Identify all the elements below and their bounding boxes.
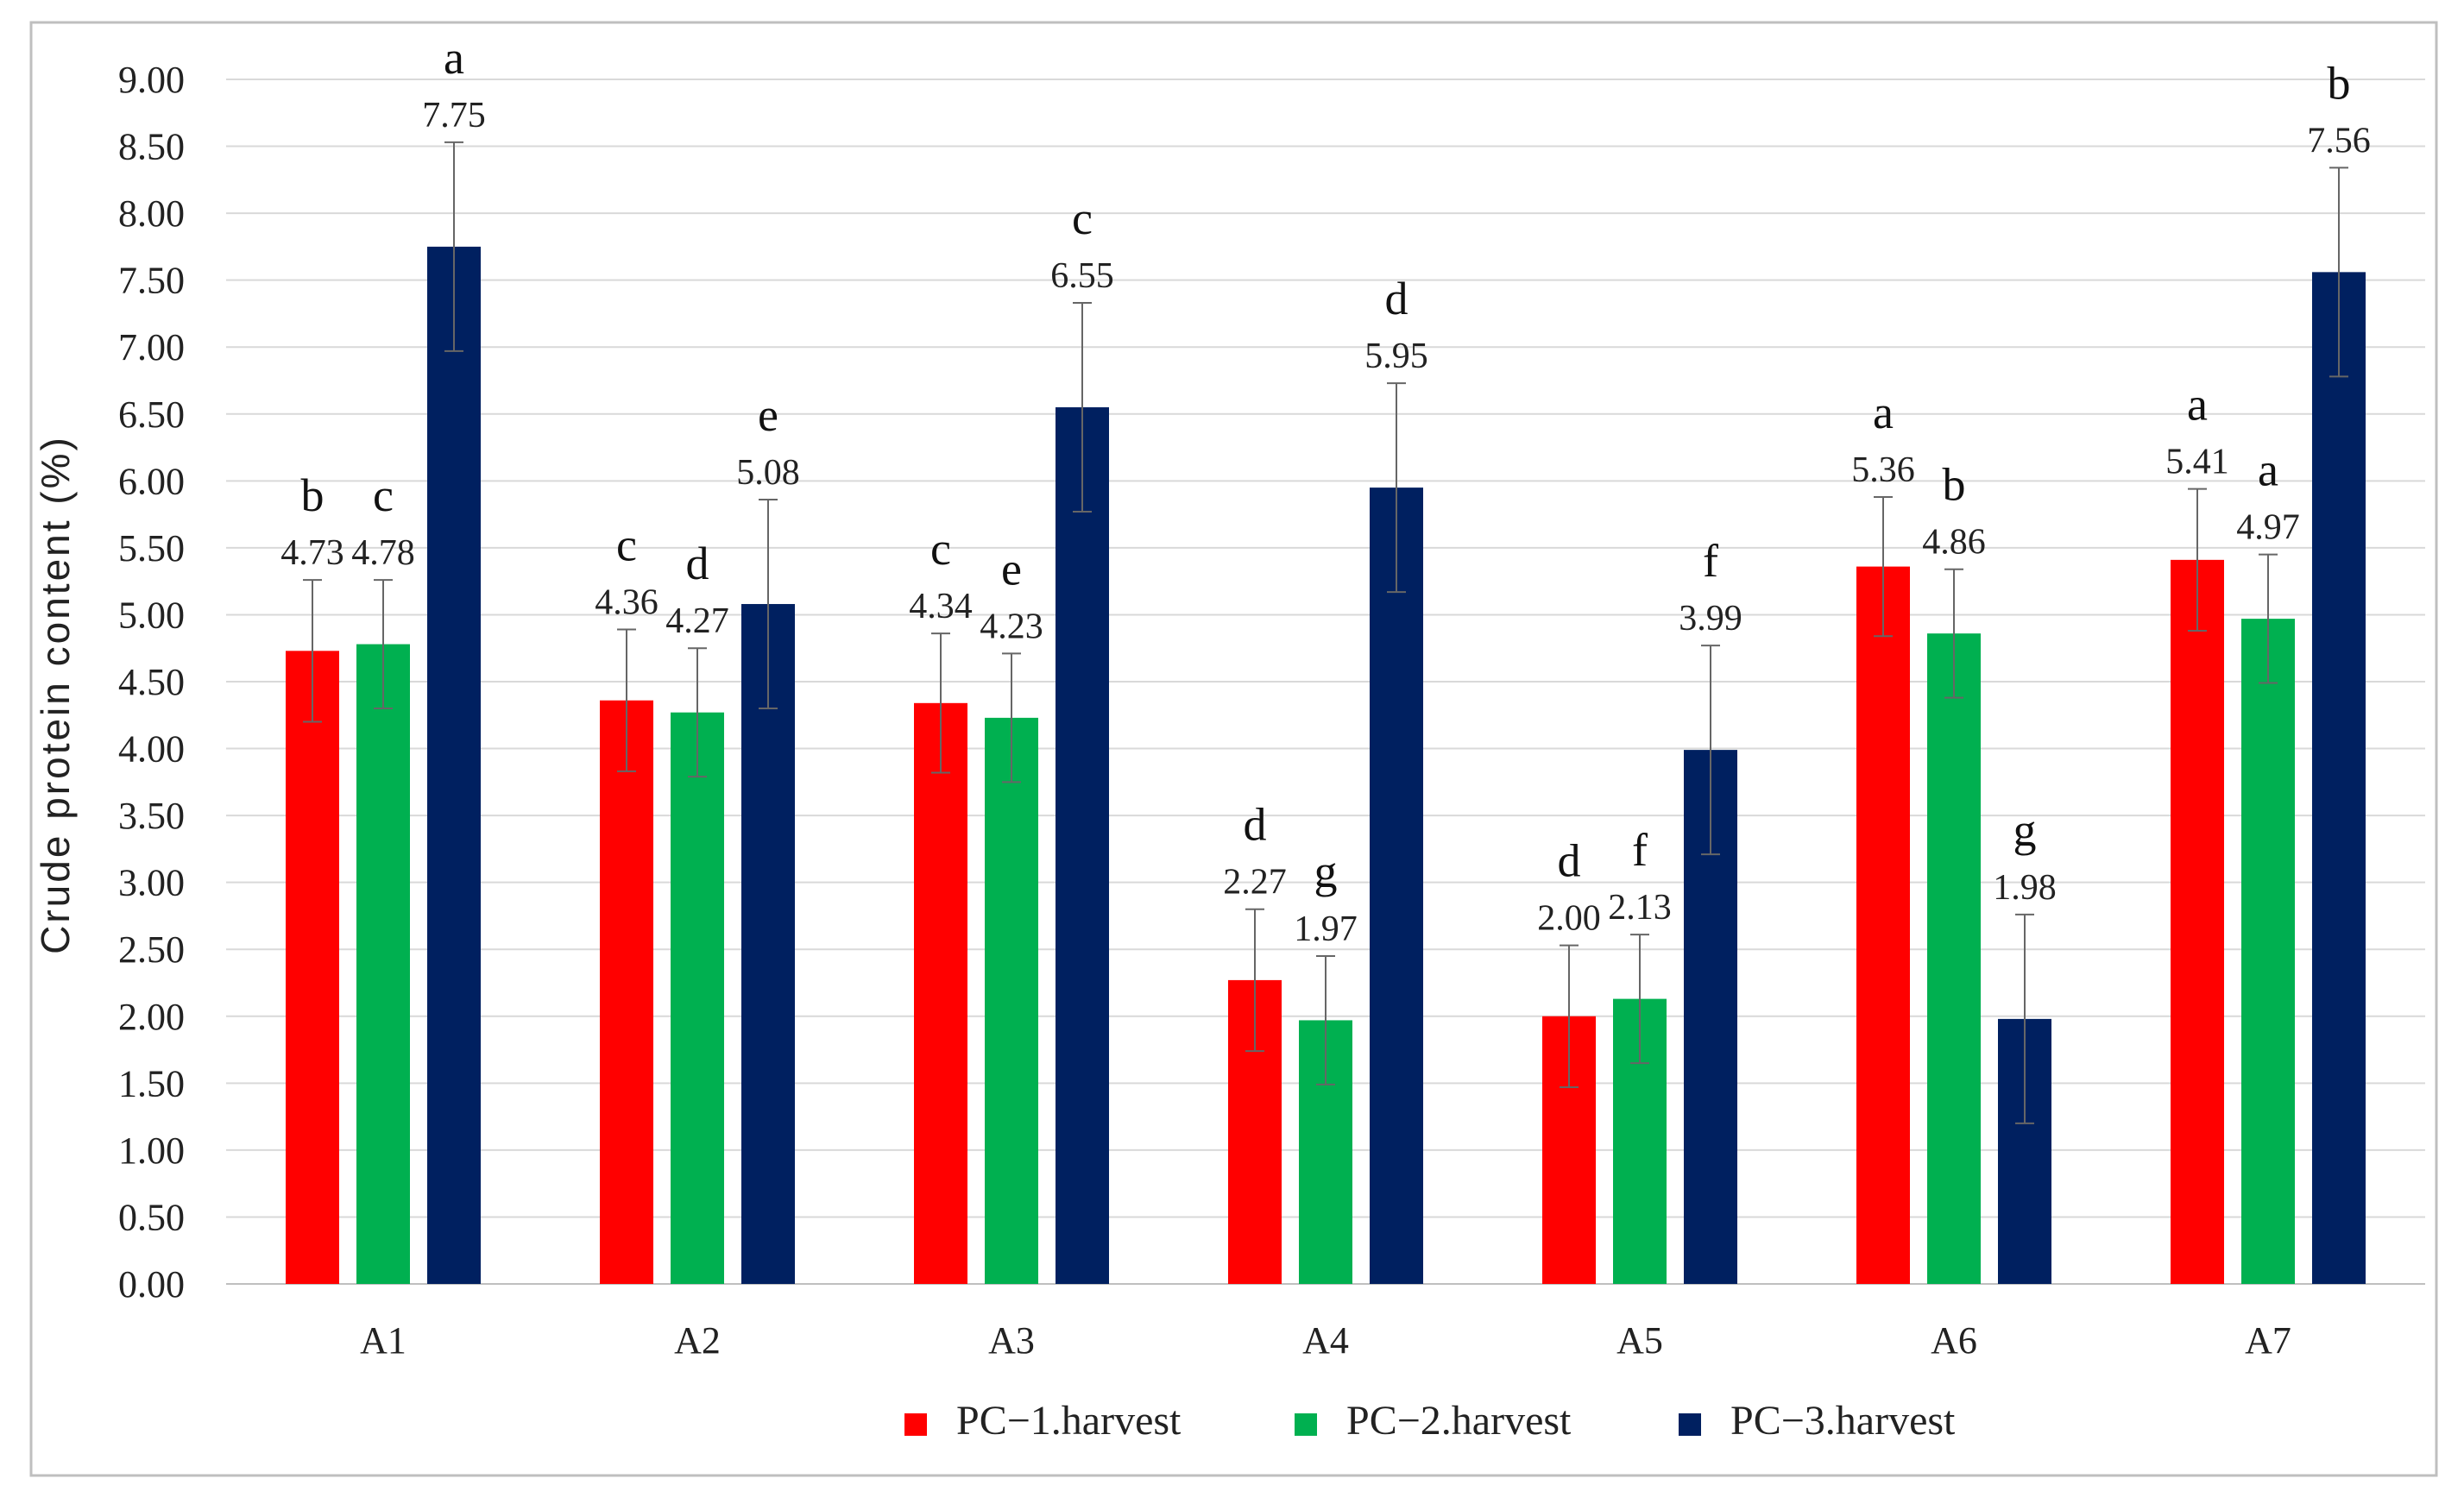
gridlines [226, 79, 2425, 1285]
bar [671, 712, 724, 1284]
y-tick-label: 4.50 [118, 661, 185, 703]
x-tick-label: A7 [2245, 1319, 2291, 1362]
y-tick-label: 8.00 [118, 192, 185, 235]
y-axis-label: Crude protein content (%) [33, 435, 78, 954]
y-tick-label: 0.00 [118, 1263, 185, 1306]
legend-swatch [1295, 1413, 1317, 1436]
significance-letter: d [1385, 273, 1408, 324]
significance-letter: b [301, 469, 325, 521]
y-tick-label: 6.50 [118, 393, 185, 436]
y-tick-label: 2.50 [118, 928, 185, 971]
y-tick-label: 0.50 [118, 1196, 185, 1238]
data-label: 5.95 [1364, 337, 1428, 376]
bar [286, 651, 339, 1284]
y-tick-label: 3.50 [118, 795, 185, 837]
x-tick-label: A1 [360, 1319, 406, 1362]
significance-letter: f [1632, 824, 1648, 876]
y-tick-label: 7.50 [118, 260, 185, 302]
significance-letter: d [686, 538, 709, 589]
y-tick-label: 3.00 [118, 862, 185, 904]
y-tick-label: 1.00 [118, 1129, 185, 1172]
data-label: 4.36 [595, 583, 659, 623]
bar [1927, 633, 1981, 1284]
data-label: 4.97 [2236, 508, 2300, 548]
significance-letter: d [1558, 835, 1581, 887]
significance-letter: a [444, 32, 464, 84]
data-label: 4.73 [280, 533, 344, 573]
significance-letter: c [616, 519, 637, 571]
y-tick-label: 7.00 [118, 326, 185, 368]
significance-letter: b [2328, 57, 2351, 109]
significance-letter: b [1943, 459, 1966, 511]
x-tick-label: A6 [1931, 1319, 1977, 1362]
data-label: 4.86 [1922, 523, 1986, 563]
legend-label: PC−1.harvest [956, 1398, 1182, 1444]
legend: PC−1.harvest PC−2.harvest PC−3.harvest [904, 1398, 1956, 1444]
y-tick-label: 9.00 [118, 59, 185, 101]
data-label: 6.55 [1050, 256, 1114, 296]
x-axis: A1 A2 A3 A4 A5 A6 A7 [360, 1319, 2291, 1362]
significance-letter: c [1072, 192, 1093, 244]
bar [1370, 488, 1423, 1284]
y-tick-label: 5.00 [118, 594, 185, 636]
bar [2312, 272, 2366, 1284]
legend-swatch [1679, 1413, 1701, 1436]
bar [600, 700, 653, 1284]
data-label: 1.97 [1294, 909, 1358, 949]
x-tick-label: A4 [1302, 1319, 1349, 1362]
legend-swatch [904, 1413, 927, 1436]
significance-letter: e [758, 389, 778, 441]
data-label: 4.23 [980, 607, 1043, 646]
legend-label: PC−3.harvest [1730, 1398, 1956, 1444]
y-tick-label: 6.00 [118, 460, 185, 502]
data-label: 7.56 [2307, 121, 2371, 160]
x-tick-label: A5 [1616, 1319, 1663, 1362]
significance-letter: c [373, 469, 394, 521]
y-axis: 0.00 0.50 1.00 1.50 2.00 2.50 3.00 3.50 4.00 4.50… [118, 59, 185, 1306]
data-label: 4.78 [351, 533, 415, 573]
y-tick-label: 2.00 [118, 996, 185, 1038]
y-tick-label: 1.50 [118, 1062, 185, 1104]
data-label: 2.27 [1223, 863, 1287, 903]
data-label: 1.98 [1993, 868, 2057, 908]
significance-letter: e [1001, 543, 1022, 595]
data-label: 5.41 [2165, 443, 2229, 482]
bar [741, 604, 795, 1284]
bar [985, 717, 1038, 1284]
data-label: 7.75 [422, 96, 486, 135]
bar [1056, 407, 1109, 1284]
significance-letter: d [1244, 799, 1267, 851]
significance-letter: a [2258, 444, 2278, 496]
data-label: 4.27 [665, 601, 729, 641]
significance-letter: a [1873, 387, 1894, 438]
data-label: 2.00 [1537, 899, 1601, 939]
y-tick-label: 4.00 [118, 728, 185, 771]
data-label: 5.36 [1851, 450, 1915, 490]
bar [2241, 619, 2295, 1284]
x-tick-label: A2 [674, 1319, 721, 1362]
data-label: 3.99 [1679, 599, 1742, 639]
data-label: 4.34 [909, 587, 973, 626]
bar [356, 644, 410, 1284]
bars: 4.73 b 4.78 c 7.75 a 4.36 c 4.27 d 5.08 e 4.34 c 4.23 e… [280, 32, 2371, 1284]
significance-letter: g [2013, 804, 2037, 856]
data-label: 5.08 [736, 453, 800, 493]
data-label: 2.13 [1608, 888, 1672, 928]
bar [914, 702, 967, 1284]
bar [1856, 566, 1910, 1284]
y-tick-label: 8.50 [118, 126, 185, 168]
significance-letter: a [2187, 379, 2208, 431]
significance-letter: c [930, 523, 951, 575]
bar [427, 246, 481, 1284]
bar [2171, 559, 2224, 1284]
significance-letter: f [1703, 535, 1718, 587]
x-tick-label: A3 [988, 1319, 1035, 1362]
y-tick-label: 5.50 [118, 527, 185, 569]
legend-label: PC−2.harvest [1346, 1398, 1572, 1444]
significance-letter: g [1314, 846, 1338, 897]
